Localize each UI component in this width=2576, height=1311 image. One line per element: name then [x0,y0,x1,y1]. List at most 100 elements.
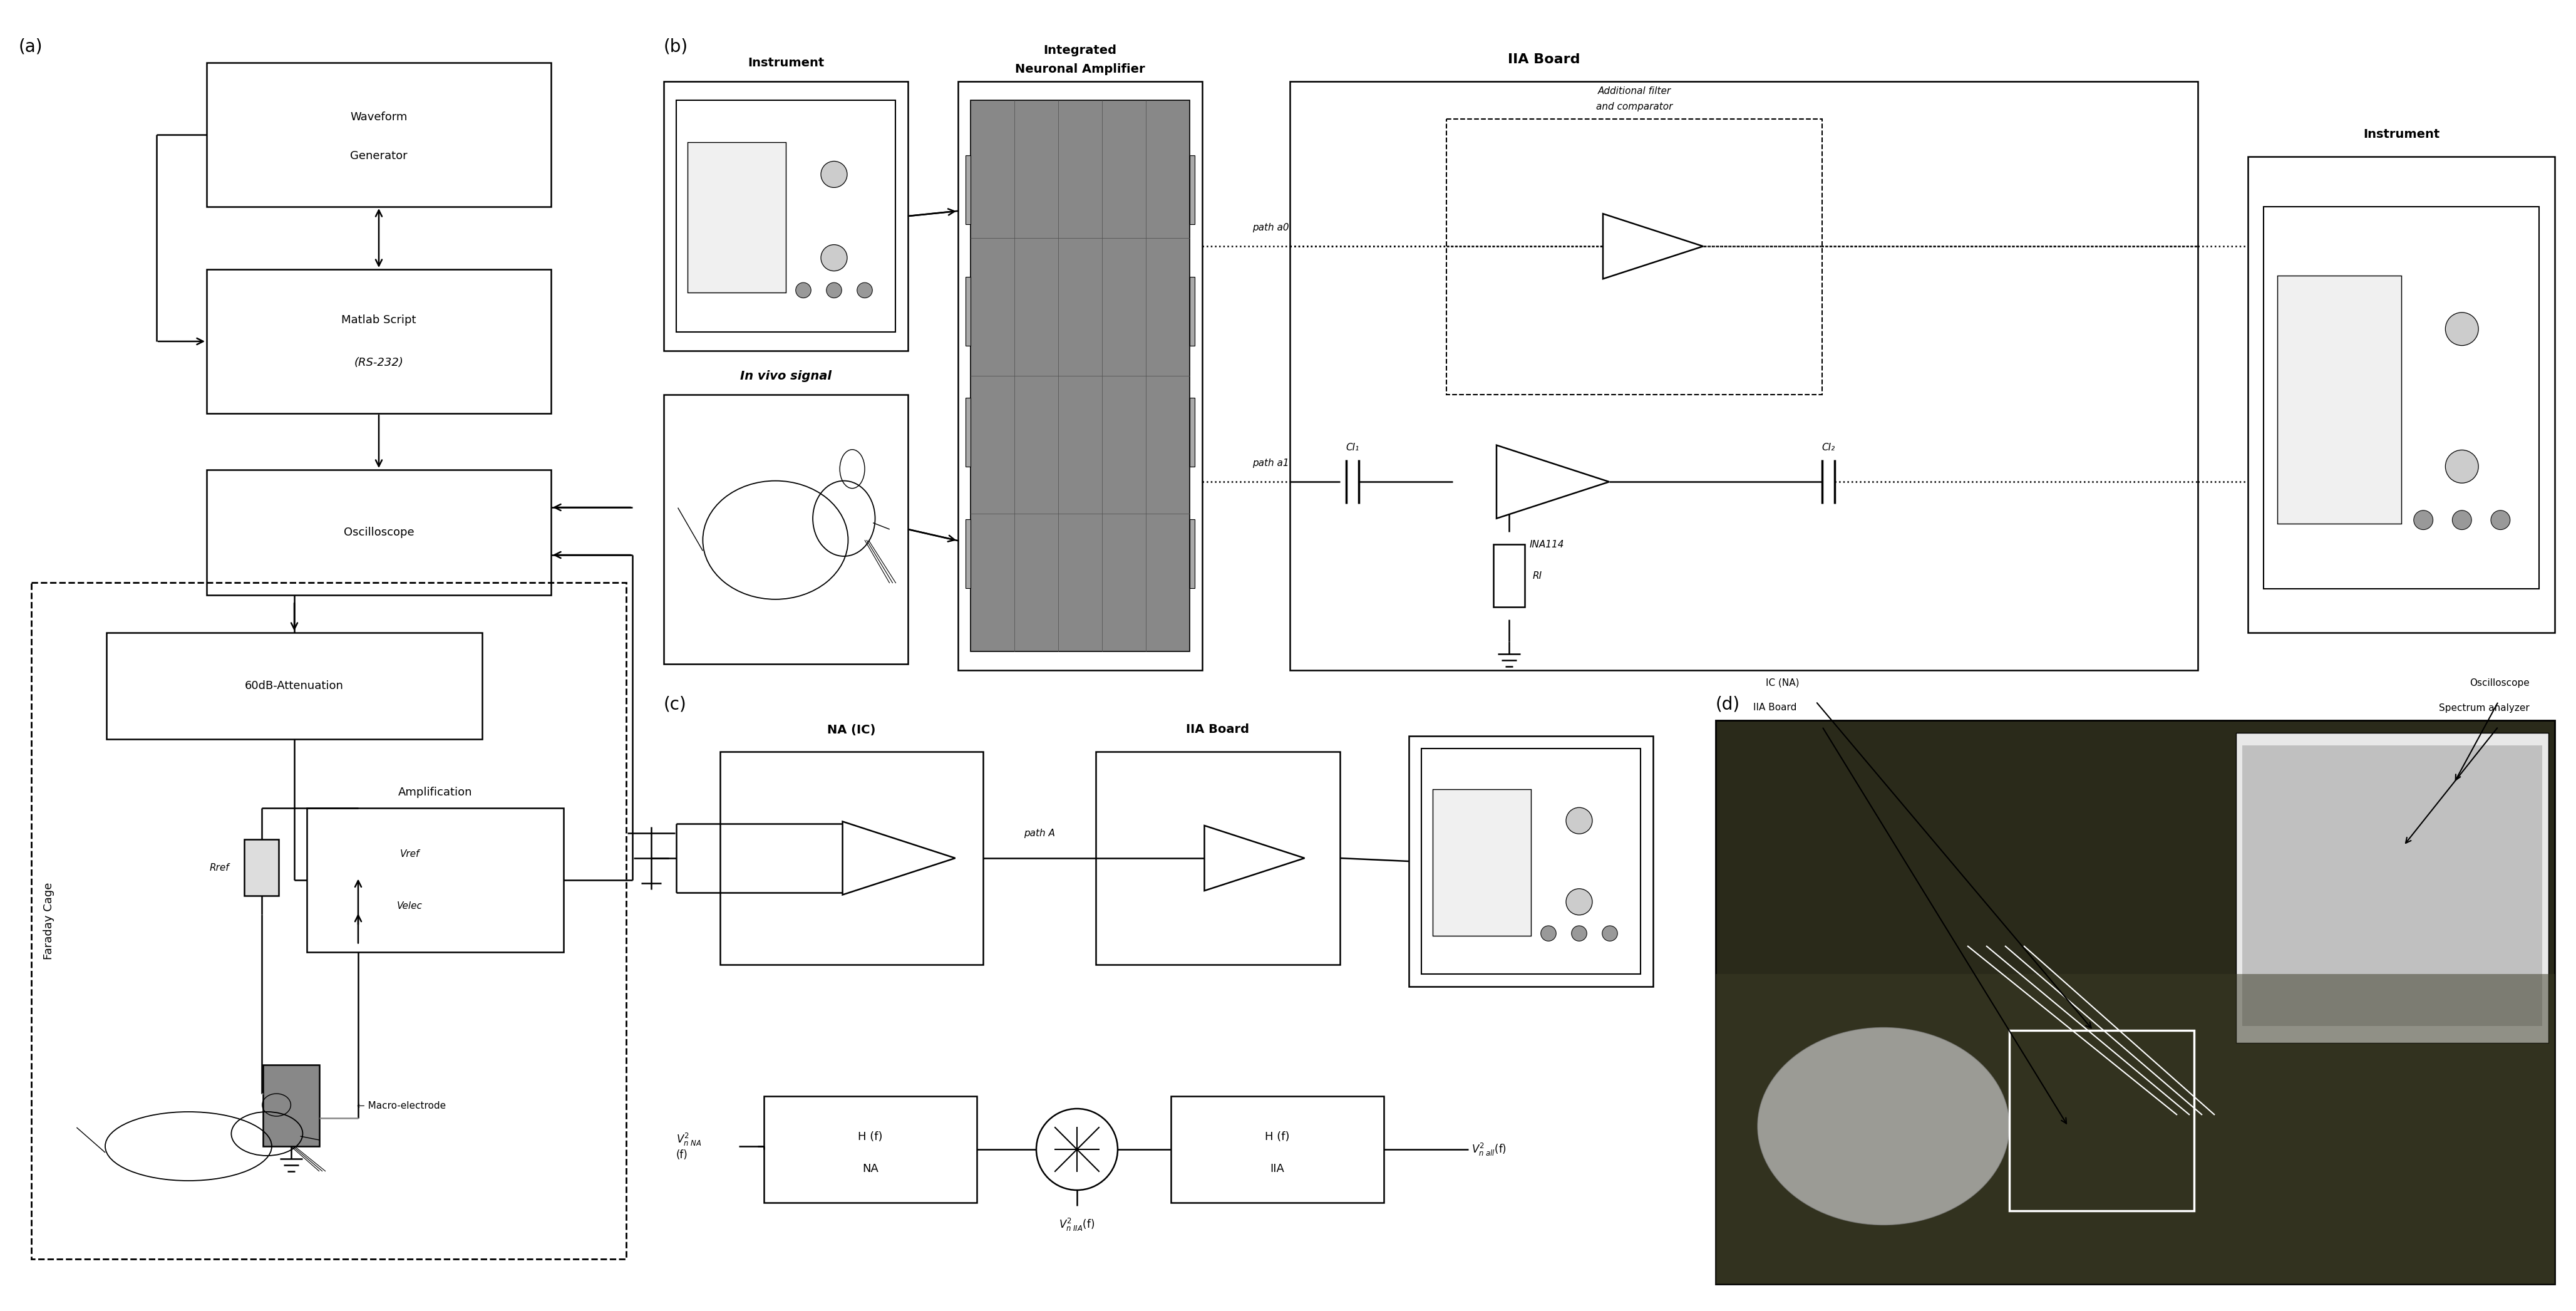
Bar [2264,207,2540,589]
Bar [966,277,971,346]
Text: RI: RI [1533,572,1543,581]
Text: IC (NA): IC (NA) [1765,678,1798,687]
Text: $V^2_{n\ all}$(f): $V^2_{n\ all}$(f) [1471,1142,1507,1158]
Bar [1409,735,1654,987]
Text: Faraday Cage: Faraday Cage [44,882,54,960]
Text: IIA Board: IIA Board [1754,703,1795,712]
Text: and comparator: and comparator [1597,102,1672,111]
Text: Oscilloscope: Oscilloscope [2470,678,2530,687]
Text: INA114: INA114 [1530,540,1564,549]
Text: CI₁: CI₁ [1345,443,1360,452]
Text: IIA: IIA [1270,1163,1285,1175]
Circle shape [2445,450,2478,482]
Text: Instrument: Instrument [2362,128,2439,140]
Bar [958,81,1203,670]
Bar [1172,1096,1383,1202]
Text: Vref: Vref [399,850,420,859]
Text: Rref: Rref [209,863,229,872]
Text: Velec: Velec [397,901,422,911]
Bar [245,839,278,895]
Bar [1190,277,1195,346]
Text: CI₂: CI₂ [1821,443,1834,452]
Text: (c): (c) [665,695,688,713]
Polygon shape [1602,214,1703,279]
Text: Instrument: Instrument [747,56,824,68]
Text: Waveform: Waveform [350,111,407,123]
Bar [665,81,907,351]
Bar [307,808,564,952]
Bar [1095,751,1340,965]
Ellipse shape [1757,1028,2009,1224]
Bar [2277,275,2401,524]
Text: path a0: path a0 [1252,223,1288,232]
Circle shape [2414,510,2432,530]
Circle shape [2452,510,2470,530]
Circle shape [1571,926,1587,941]
Circle shape [1566,808,1592,834]
Circle shape [822,245,848,271]
Circle shape [2491,510,2509,530]
Circle shape [1602,926,1618,941]
Text: (d): (d) [1716,695,1741,713]
Bar [677,100,896,332]
Bar [1422,749,1641,974]
Text: Spectrum analyzer: Spectrum analyzer [2439,703,2530,712]
Bar [1190,519,1195,589]
Text: NA: NA [863,1163,878,1175]
Text: Amplification: Amplification [399,787,471,798]
Circle shape [1566,889,1592,915]
Text: Generator: Generator [350,151,407,163]
Bar [1190,397,1195,467]
Circle shape [1540,926,1556,941]
Text: IIA Board: IIA Board [1507,54,1579,66]
Bar [31,582,626,1259]
Text: Additional filter: Additional filter [1597,87,1672,96]
Text: (b): (b) [665,38,688,55]
Text: IIA Board: IIA Board [1188,724,1249,735]
Bar [1445,119,1821,395]
Bar [206,469,551,595]
Polygon shape [1206,826,1303,890]
Bar [206,63,551,207]
Bar [1291,81,2197,670]
Text: H (f): H (f) [858,1131,884,1142]
Bar [2009,1030,2195,1211]
Circle shape [796,283,811,298]
Bar [206,269,551,413]
Text: Matlab Script: Matlab Script [343,315,417,325]
Bar [2241,746,2543,1027]
Text: (RS-232): (RS-232) [353,358,404,368]
Text: Neuronal Amplifier: Neuronal Amplifier [1015,63,1146,75]
Text: $V^2_{n\ NA}$
(f): $V^2_{n\ NA}$ (f) [677,1131,701,1160]
Bar [966,397,971,467]
Bar [688,142,786,292]
Circle shape [822,161,848,187]
Bar [1190,155,1195,224]
Text: path a1: path a1 [1252,459,1288,468]
Text: ← Macro-electrode: ← Macro-electrode [358,1101,446,1110]
Bar [1716,974,2555,1283]
Polygon shape [842,822,956,895]
Text: $V^2_{n\ IIA}$(f): $V^2_{n\ IIA}$(f) [1059,1217,1095,1232]
Bar [971,100,1190,652]
Bar [966,155,971,224]
Bar [2236,733,2548,1044]
Bar [765,1096,976,1202]
Text: (a): (a) [18,38,44,55]
Text: 60dB-Attenuation: 60dB-Attenuation [245,680,343,691]
Bar [106,633,482,739]
Text: path A: path A [1023,829,1056,838]
Text: In vivo signal: In vivo signal [739,370,832,382]
Bar [665,395,907,663]
Bar [263,1065,319,1146]
Text: Integrated: Integrated [1043,45,1118,56]
Text: NA (IC): NA (IC) [827,724,876,735]
Bar [2249,156,2555,633]
Circle shape [2445,312,2478,346]
Bar [1432,789,1530,936]
Text: Oscilloscope: Oscilloscope [343,527,415,538]
Circle shape [858,283,873,298]
Bar [1716,720,2555,1283]
Bar [1494,544,1525,607]
Circle shape [827,283,842,298]
